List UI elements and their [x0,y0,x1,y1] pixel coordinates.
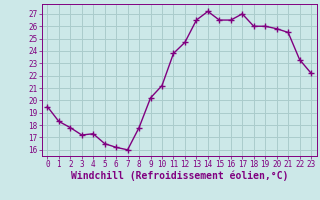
X-axis label: Windchill (Refroidissement éolien,°C): Windchill (Refroidissement éolien,°C) [70,171,288,181]
